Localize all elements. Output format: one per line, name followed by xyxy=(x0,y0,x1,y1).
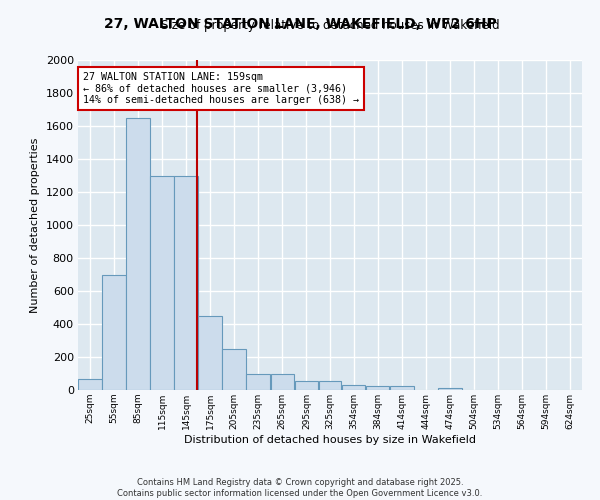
Bar xyxy=(390,386,413,390)
Bar xyxy=(438,388,461,390)
Bar xyxy=(295,381,318,390)
Title: Size of property relative to detached houses in Wakefield: Size of property relative to detached ho… xyxy=(161,20,499,32)
Text: 27, WALTON STATION LANE, WAKEFIELD, WF2 6HP: 27, WALTON STATION LANE, WAKEFIELD, WF2 … xyxy=(104,18,496,32)
Y-axis label: Number of detached properties: Number of detached properties xyxy=(30,138,40,312)
Bar xyxy=(366,386,389,390)
Text: Contains HM Land Registry data © Crown copyright and database right 2025.
Contai: Contains HM Land Registry data © Crown c… xyxy=(118,478,482,498)
Bar xyxy=(319,381,341,390)
Bar xyxy=(151,176,174,390)
Bar xyxy=(126,118,150,390)
Bar xyxy=(175,176,198,390)
X-axis label: Distribution of detached houses by size in Wakefield: Distribution of detached houses by size … xyxy=(184,434,476,444)
Bar xyxy=(223,349,246,390)
Bar xyxy=(271,374,294,390)
Bar xyxy=(247,374,270,390)
Text: 27 WALTON STATION LANE: 159sqm
← 86% of detached houses are smaller (3,946)
14% : 27 WALTON STATION LANE: 159sqm ← 86% of … xyxy=(83,72,359,105)
Bar xyxy=(78,380,102,390)
Bar xyxy=(342,385,365,390)
Bar xyxy=(102,274,126,390)
Bar xyxy=(199,316,222,390)
